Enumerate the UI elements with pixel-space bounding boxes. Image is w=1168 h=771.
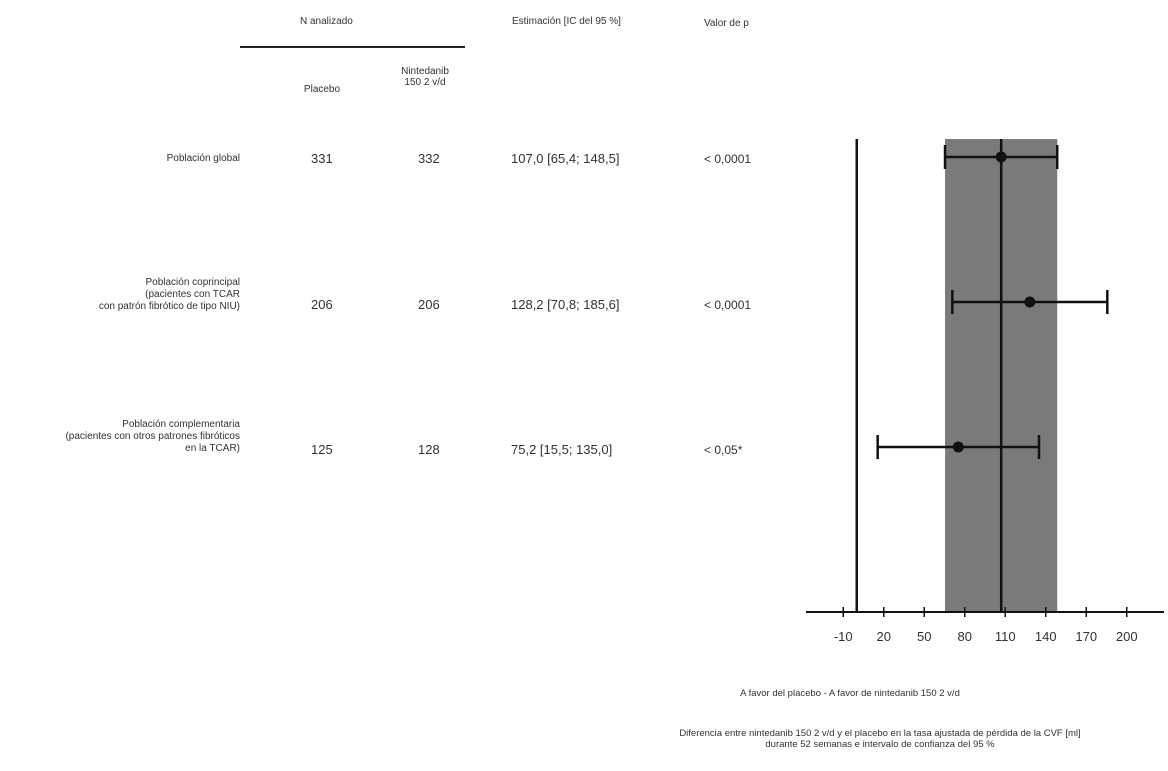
x-tick-label: 80: [958, 629, 972, 644]
row-placebo-n: 125: [311, 442, 333, 457]
row-pvalue: < 0,0001: [704, 152, 752, 166]
row-estimate: 128,2 [70,8; 185,6]: [511, 297, 620, 312]
point-estimate: [952, 441, 964, 453]
x-tick-label: -10: [834, 629, 853, 644]
row-label-line: Población complementaria: [122, 419, 240, 430]
row-label-line: con patrón fibrótico de tipo NIU): [98, 301, 240, 312]
header-placebo: Placebo: [303, 84, 341, 95]
header-nintedanib-line1: Nintedanib: [401, 66, 449, 77]
x-axis-label: Diferencia entre nintedanib 150 2 v/d y …: [600, 728, 1160, 750]
row-placebo-n: 331: [311, 151, 333, 166]
row-nintedanib-n: 128: [418, 442, 440, 457]
row-label-line: Población global: [166, 153, 240, 164]
row-label-line: (pacientes con TCAR: [145, 289, 240, 300]
row-pvalue: < 0,05*: [704, 443, 743, 457]
row-label-global: Población global: [0, 153, 240, 165]
header-n-analyzed: N analizado: [300, 16, 353, 27]
header-divider: [240, 46, 465, 48]
row-label-complementaria: Población complementaria (pacientes con …: [0, 419, 240, 455]
row-placebo-n: 206: [311, 297, 333, 312]
header-nintedanib-line2: 150 2 v/d: [404, 77, 446, 88]
row-estimate: 107,0 [65,4; 148,5]: [511, 151, 620, 166]
x-tick-label: 140: [1035, 629, 1057, 644]
x-tick-label: 110: [995, 629, 1016, 644]
header-estimate: Estimación [IC del 95 %]: [512, 16, 621, 27]
row-pvalue: < 0,0001: [704, 298, 752, 312]
x-axis-label-line1: Diferencia entre nintedanib 150 2 v/d y …: [679, 728, 1081, 739]
row-label-line: Población coprincipal: [145, 277, 240, 288]
row-estimate: 75,2 [15,5; 135,0]: [511, 442, 613, 457]
x-tick-label: 200: [1116, 629, 1138, 644]
row-label-line: en la TCAR): [185, 443, 240, 454]
header-nintedanib: Nintedanib 150 2 v/d: [390, 66, 460, 88]
row-nintedanib-n: 332: [418, 151, 440, 166]
header-pvalue: Valor de p: [704, 18, 749, 29]
row-label-line: (pacientes con otros patrones fibróticos: [65, 431, 240, 442]
x-tick-label: 20: [877, 629, 891, 644]
x-axis-label-line2: durante 52 semanas e intervalo de confia…: [765, 739, 995, 750]
x-tick-label: 170: [1075, 629, 1097, 644]
point-estimate: [995, 151, 1007, 163]
row-nintedanib-n: 206: [418, 297, 440, 312]
favor-caption: A favor del placebo - A favor de ninteda…: [740, 688, 960, 699]
row-label-coprincipal: Población coprincipal (pacientes con TCA…: [0, 277, 240, 313]
x-tick-label: 50: [917, 629, 931, 644]
point-estimate: [1024, 296, 1036, 308]
